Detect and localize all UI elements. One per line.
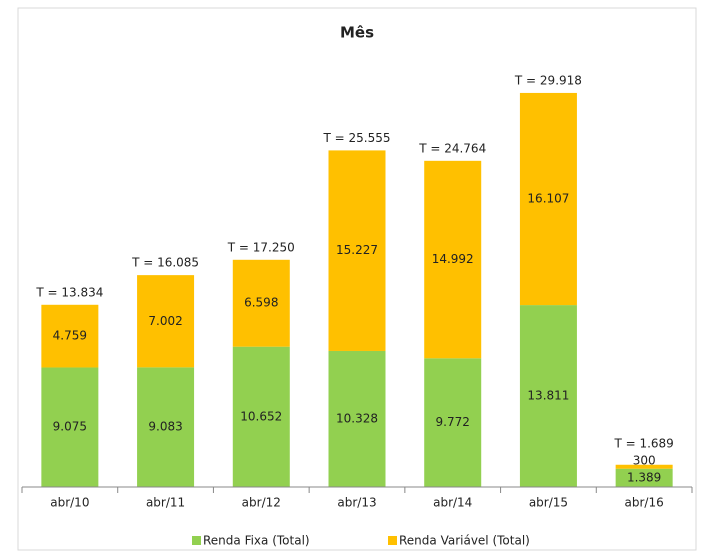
bar-segment <box>519 305 577 487</box>
total-label: T = 16.085 <box>131 256 199 270</box>
data-label: 16.107 <box>527 192 569 206</box>
bar-segment <box>232 346 290 487</box>
legend-swatch <box>388 536 397 545</box>
bar-segment <box>232 259 290 347</box>
data-label: 7.002 <box>148 314 182 328</box>
data-label: 13.811 <box>527 389 569 403</box>
data-label: 10.328 <box>336 411 378 425</box>
total-label: T = 25.555 <box>322 131 390 145</box>
chart-title: Mês <box>340 24 374 42</box>
x-tick-label: abr/11 <box>146 496 185 510</box>
total-label: T = 13.834 <box>35 285 103 299</box>
bar-segment <box>519 92 577 306</box>
total-label: T = 24.764 <box>418 141 486 155</box>
data-label: 1.389 <box>627 470 661 484</box>
bar-segment <box>424 160 482 359</box>
bar-segment <box>424 358 482 487</box>
x-tick-label: abr/15 <box>529 496 568 510</box>
legend-label: Renda Fixa (Total) <box>203 534 310 548</box>
bar-segment <box>615 464 673 469</box>
total-label: T = 29.918 <box>514 73 582 87</box>
total-label: T = 1.689 <box>613 436 673 450</box>
bar-segment <box>41 367 99 487</box>
bar-segment <box>41 304 99 368</box>
data-label: 4.759 <box>53 329 87 343</box>
bar-segment <box>137 367 195 487</box>
data-label: 300 <box>633 453 656 467</box>
x-tick-label: abr/14 <box>433 496 472 510</box>
x-tick-label: abr/12 <box>242 496 281 510</box>
x-tick-label: abr/10 <box>50 496 89 510</box>
data-label: 9.772 <box>436 415 470 429</box>
data-label: 10.652 <box>240 409 282 423</box>
x-tick-label: abr/13 <box>337 496 376 510</box>
bar-segment <box>615 468 673 487</box>
legend-swatch <box>192 536 201 545</box>
data-label: 15.227 <box>336 243 378 257</box>
bar-segment <box>328 350 386 487</box>
data-label: 9.075 <box>53 420 87 434</box>
data-label: 14.992 <box>432 252 474 266</box>
bar-segment <box>328 150 386 351</box>
bar-segment <box>137 275 195 368</box>
legend-label: Renda Variável (Total) <box>399 534 530 548</box>
data-label: 6.598 <box>244 296 278 310</box>
total-label: T = 17.250 <box>227 240 295 254</box>
x-tick-label: abr/16 <box>625 496 664 510</box>
data-label: 9.083 <box>148 420 182 434</box>
